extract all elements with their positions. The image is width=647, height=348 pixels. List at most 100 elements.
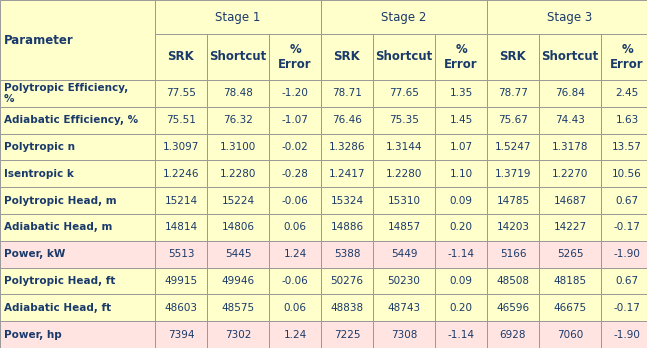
Text: Stage 3: Stage 3 <box>547 10 593 24</box>
Bar <box>601 241 647 268</box>
Text: 48575: 48575 <box>221 303 254 313</box>
Bar <box>373 187 435 214</box>
Text: SRK: SRK <box>334 50 360 63</box>
Bar <box>435 268 487 294</box>
Text: 75.35: 75.35 <box>389 115 419 125</box>
Bar <box>321 321 373 348</box>
Bar <box>601 294 647 321</box>
Bar <box>487 134 539 160</box>
Text: Power, hp: Power, hp <box>4 330 61 340</box>
Text: 1.2270: 1.2270 <box>552 169 588 179</box>
Text: 77.55: 77.55 <box>166 88 196 98</box>
Bar <box>539 241 601 268</box>
Bar <box>207 80 269 107</box>
Text: 74.43: 74.43 <box>555 115 585 125</box>
Text: %
Error: % Error <box>278 43 312 71</box>
Text: 5166: 5166 <box>499 249 526 259</box>
Text: 1.5247: 1.5247 <box>495 142 531 152</box>
Text: Polytropic Head, ft: Polytropic Head, ft <box>4 276 115 286</box>
Text: Power, kW: Power, kW <box>4 249 65 259</box>
Bar <box>373 268 435 294</box>
Text: 1.07: 1.07 <box>450 142 472 152</box>
Bar <box>539 160 601 187</box>
Text: 15214: 15214 <box>164 196 197 206</box>
Text: Polytropic n: Polytropic n <box>4 142 75 152</box>
Text: 1.45: 1.45 <box>450 115 472 125</box>
Text: 7308: 7308 <box>391 330 417 340</box>
Bar <box>487 214 539 241</box>
Bar <box>539 294 601 321</box>
Bar <box>321 294 373 321</box>
Text: 5513: 5513 <box>168 249 194 259</box>
Bar <box>0 187 155 214</box>
Bar <box>0 107 155 134</box>
Bar <box>269 107 321 134</box>
Bar <box>207 268 269 294</box>
Text: 10.56: 10.56 <box>612 169 642 179</box>
Bar <box>539 134 601 160</box>
Bar <box>155 268 207 294</box>
Bar <box>321 187 373 214</box>
Text: 48508: 48508 <box>496 276 529 286</box>
Text: 15310: 15310 <box>388 196 421 206</box>
Text: SRK: SRK <box>168 50 194 63</box>
Bar <box>155 214 207 241</box>
Bar <box>269 187 321 214</box>
Bar <box>539 321 601 348</box>
Text: Polytropic Head, m: Polytropic Head, m <box>4 196 116 206</box>
Bar <box>539 214 601 241</box>
Bar <box>269 268 321 294</box>
Bar <box>0 160 155 187</box>
Text: -1.07: -1.07 <box>281 115 309 125</box>
Bar <box>487 34 539 80</box>
Bar <box>155 321 207 348</box>
Bar <box>601 268 647 294</box>
Text: 75.51: 75.51 <box>166 115 196 125</box>
Bar <box>321 80 373 107</box>
Text: -1.20: -1.20 <box>281 88 309 98</box>
Bar <box>487 294 539 321</box>
Bar <box>435 214 487 241</box>
Bar <box>487 107 539 134</box>
Text: Parameter: Parameter <box>4 33 74 47</box>
Text: 1.35: 1.35 <box>450 88 472 98</box>
Text: 14857: 14857 <box>388 222 421 232</box>
Text: %
Error: % Error <box>610 43 644 71</box>
Bar <box>487 160 539 187</box>
Bar <box>207 214 269 241</box>
Bar <box>373 294 435 321</box>
Bar <box>487 268 539 294</box>
Bar <box>0 321 155 348</box>
Text: 76.84: 76.84 <box>555 88 585 98</box>
Bar <box>487 187 539 214</box>
Bar <box>539 187 601 214</box>
Bar <box>0 294 155 321</box>
Text: 14886: 14886 <box>331 222 364 232</box>
Text: Adiabatic Head, m: Adiabatic Head, m <box>4 222 113 232</box>
Bar <box>207 321 269 348</box>
Bar <box>601 107 647 134</box>
Bar <box>269 214 321 241</box>
Bar <box>601 187 647 214</box>
Bar <box>435 160 487 187</box>
Bar <box>0 134 155 160</box>
Bar <box>269 160 321 187</box>
Text: 2.45: 2.45 <box>615 88 639 98</box>
Text: 13.57: 13.57 <box>612 142 642 152</box>
Bar <box>487 80 539 107</box>
Text: 5265: 5265 <box>557 249 583 259</box>
Text: 76.32: 76.32 <box>223 115 253 125</box>
Text: 77.65: 77.65 <box>389 88 419 98</box>
Bar <box>601 321 647 348</box>
Text: 5388: 5388 <box>334 249 360 259</box>
Bar <box>269 134 321 160</box>
Bar <box>435 107 487 134</box>
Text: -0.06: -0.06 <box>281 276 309 286</box>
Bar <box>435 294 487 321</box>
Bar <box>373 160 435 187</box>
Bar <box>601 160 647 187</box>
Bar <box>207 107 269 134</box>
Text: 7060: 7060 <box>557 330 583 340</box>
Text: 1.24: 1.24 <box>283 249 307 259</box>
Bar <box>269 321 321 348</box>
